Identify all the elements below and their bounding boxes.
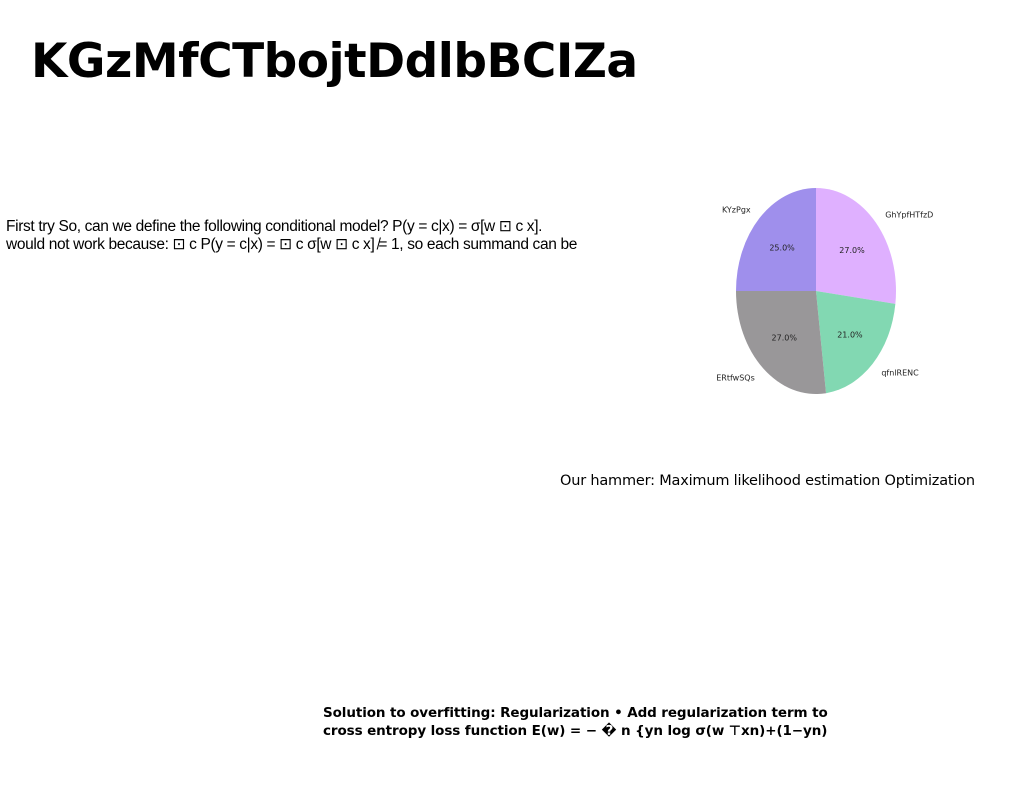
pie-category-label: qfnlRENC (881, 369, 919, 378)
pie-slice-qfnlRENC (816, 291, 896, 394)
pie-category-labels: GhYpfHTfzD qfnlRENC ERtfwSQs KYzPgx (716, 205, 933, 382)
pie-percent-label: 27.0% (839, 246, 865, 255)
figure-caption: Our hammer: Maximum likelihood estimatio… (560, 473, 975, 489)
page-title: KGzMfCTbojtDdlbBCIZa (31, 34, 638, 89)
pie-percent-label: 25.0% (769, 243, 795, 252)
paragraph-line: First try So, can we define the followin… (6, 218, 543, 235)
pie-slice-KYzPgx (736, 188, 816, 291)
pie-slices (736, 188, 896, 394)
pie-percent-label: 27.0% (772, 333, 798, 342)
pie-slice-GhYpfHTfzD (816, 188, 896, 304)
paragraph-line: cross entropy loss function E(w) = − � n… (323, 723, 828, 739)
pie-category-label: KYzPgx (722, 205, 751, 214)
paragraph-line: Solution to overfitting: Regularization … (323, 705, 828, 721)
pie-slice-ERtfwSQs (736, 291, 827, 394)
pie-percent-labels: 27.0% 21.0% 27.0% 25.0% (769, 243, 865, 342)
pie-category-label: ERtfwSQs (716, 374, 755, 383)
conditional-model-paragraph: First try So, can we define the followin… (6, 218, 616, 254)
paragraph-line: would not work because: ⊡ c P(y = c|x) =… (6, 236, 577, 253)
pie-percent-label: 21.0% (837, 331, 863, 340)
regularization-paragraph: Solution to overfitting: Regularization … (323, 704, 923, 740)
pie-chart: 27.0% 21.0% 27.0% 25.0% GhYpfHTfzD qfnlRENC E… (716, 188, 933, 394)
pie-category-label: GhYpfHTfzD (885, 211, 933, 220)
